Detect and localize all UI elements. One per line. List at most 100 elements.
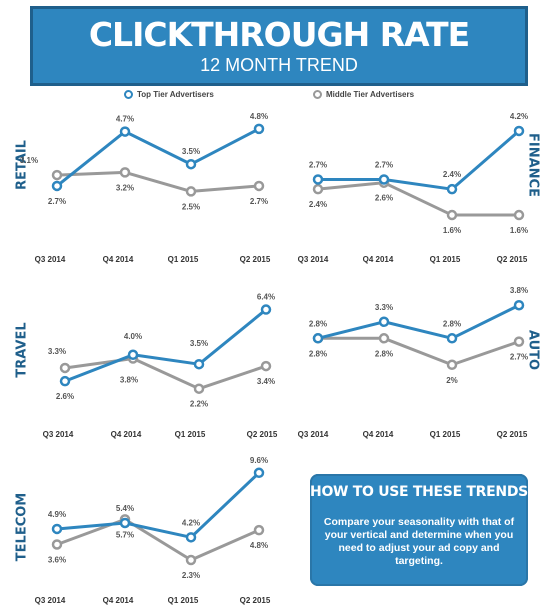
data-point-top-tier: [119, 126, 131, 137]
data-label: 1.6%: [443, 226, 461, 235]
data-point-middle-tier: [185, 186, 197, 197]
data-label: 4.7%: [116, 115, 134, 124]
data-point-middle-tier: [193, 383, 205, 394]
data-point-top-tier: [378, 316, 390, 328]
data-point-middle-tier: [446, 359, 458, 371]
data-label: 2.6%: [375, 194, 393, 203]
data-point-top-tier: [312, 174, 324, 185]
data-label: 1.6%: [510, 226, 528, 235]
series-line-middle-tier: [317, 181, 519, 217]
x-tick-label: Q3 2014: [43, 430, 74, 439]
data-label: 9.6%: [250, 456, 268, 465]
data-point-middle-tier: [51, 539, 63, 550]
series-line-top-tier: [56, 471, 261, 539]
series-line-middle-tier: [318, 336, 520, 367]
x-tick-label: Q4 2014: [111, 430, 142, 439]
data-label: 2.7%: [48, 197, 66, 206]
x-tick-label: Q4 2014: [363, 430, 394, 439]
data-point-top-tier: [119, 517, 131, 529]
how-to-body: Compare your seasonality with that of yo…: [323, 516, 515, 567]
data-label: 3.8%: [120, 376, 138, 385]
x-tick-label: Q1 2015: [430, 255, 461, 264]
series-line-middle-tier: [56, 170, 260, 193]
data-point-top-tier: [185, 158, 197, 170]
data-label: 2.4%: [309, 200, 327, 209]
data-point-middle-tier: [185, 554, 197, 566]
legend-top-tier-marker: [124, 90, 133, 100]
series-line-top-tier: [56, 127, 260, 188]
data-point-middle-tier: [378, 333, 390, 344]
data-label: 3.3%: [375, 303, 393, 312]
data-label: 2.3%: [182, 571, 200, 580]
data-label: 2.2%: [190, 400, 208, 409]
data-point-top-tier: [59, 375, 71, 387]
data-label: 2.6%: [56, 392, 74, 401]
data-label: 4.2%: [182, 518, 200, 527]
data-label: 4.2%: [510, 112, 528, 121]
data-label: 2%: [446, 376, 458, 385]
legend-middle-tier: Middle Tier Advertisers: [313, 90, 414, 100]
data-label: 3.1%: [20, 156, 38, 165]
data-label: 4.9%: [48, 510, 66, 519]
data-label: 2.4%: [443, 170, 461, 179]
data-point-middle-tier: [513, 209, 525, 221]
x-tick-label: Q2 2015: [247, 430, 278, 439]
x-tick-label: Q4 2014: [103, 596, 134, 605]
x-tick-label: Q1 2015: [168, 596, 199, 605]
data-point-middle-tier: [312, 183, 324, 195]
data-point-top-tier: [253, 467, 265, 479]
legend-top-tier: Top Tier Advertisers: [124, 90, 214, 100]
page-subtitle: 12 MONTH TREND: [200, 55, 358, 75]
data-point-middle-tier: [253, 524, 265, 536]
data-label: 2.7%: [250, 197, 268, 206]
x-tick-label: Q4 2014: [363, 255, 394, 264]
data-label: 4.8%: [250, 112, 268, 121]
chart-title-finance: FINANCE: [526, 133, 541, 197]
data-label: 2.8%: [309, 349, 327, 358]
header-banner: CLICKTHROUGH RATE 12 MONTH TREND: [30, 6, 528, 86]
data-point-middle-tier: [51, 169, 63, 181]
data-point-top-tier: [312, 333, 324, 344]
page-title: CLICKTHROUGH RATE: [88, 15, 470, 54]
x-tick-label: Q3 2014: [35, 255, 66, 264]
how-to-title: HOW TO USE THESE TRENDS: [310, 484, 528, 500]
x-tick-label: Q1 2015: [430, 430, 461, 439]
x-tick-label: Q2 2015: [240, 255, 271, 264]
chart-title-retail: RETAIL: [15, 140, 30, 190]
chart-title-travel: TRAVEL: [15, 322, 30, 377]
data-point-top-tier: [127, 349, 139, 361]
data-point-top-tier: [51, 523, 63, 535]
x-tick-label: Q3 2014: [298, 430, 329, 439]
legend-top-tier-label: Top Tier Advertisers: [137, 90, 214, 99]
x-tick-label: Q2 2015: [240, 596, 271, 605]
data-point-top-tier: [260, 304, 272, 315]
x-tick-label: Q1 2015: [168, 255, 199, 264]
data-label: 3.3%: [48, 347, 66, 356]
data-point-top-tier: [446, 183, 458, 195]
how-to-panel: HOW TO USE THESE TRENDS Compare your sea…: [310, 474, 528, 586]
series-line-top-tier: [317, 303, 520, 340]
x-tick-label: Q3 2014: [298, 255, 329, 264]
data-label: 2.5%: [182, 202, 200, 211]
legend-middle-tier-marker: [313, 90, 322, 100]
data-point-middle-tier: [513, 336, 525, 347]
data-point-middle-tier: [253, 180, 265, 192]
data-label: 5.7%: [116, 530, 134, 539]
data-label: 3.8%: [510, 286, 528, 295]
data-label: 2.8%: [443, 319, 461, 328]
chart-title-telecom: TELECOM: [15, 493, 30, 561]
series-line-middle-tier: [56, 517, 260, 562]
data-label: 4.8%: [250, 541, 268, 550]
series-line-top-tier: [318, 129, 520, 191]
data-label: 5.4%: [116, 504, 134, 513]
data-point-top-tier: [253, 123, 265, 135]
data-label: 2.7%: [375, 160, 393, 169]
x-tick-label: Q4 2014: [103, 255, 134, 264]
series-line-middle-tier: [64, 357, 267, 391]
data-point-top-tier: [513, 125, 525, 137]
data-label: 3.5%: [190, 339, 208, 348]
data-label: 3.4%: [257, 377, 275, 386]
data-label: 2.7%: [309, 160, 327, 169]
data-label: 2.7%: [510, 353, 528, 362]
